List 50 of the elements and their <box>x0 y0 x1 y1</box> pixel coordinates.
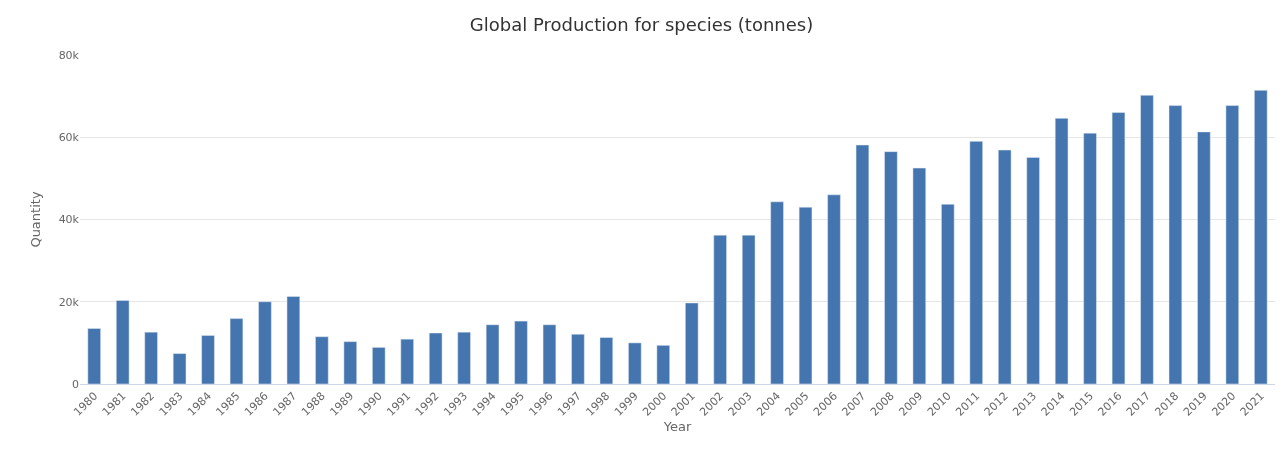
bar <box>1254 90 1268 384</box>
bar <box>286 296 301 384</box>
y-tick-label: 80k <box>58 48 80 62</box>
bar <box>229 318 244 384</box>
bar <box>798 206 813 384</box>
bar <box>656 345 670 384</box>
bar <box>258 301 272 384</box>
bar <box>87 328 101 384</box>
chart-title: Global Production for species (tonnes) <box>469 13 814 35</box>
bar <box>855 144 870 384</box>
y-tick-label: 0 <box>72 377 79 391</box>
bar <box>315 336 329 384</box>
bar <box>941 204 955 384</box>
y-axis-title: Quantity <box>27 191 43 248</box>
bar <box>144 331 158 384</box>
bar <box>201 335 215 384</box>
bar <box>343 341 357 384</box>
bar <box>457 331 471 384</box>
bar <box>912 167 926 384</box>
bar <box>713 234 727 384</box>
bar <box>1168 105 1183 384</box>
bar <box>770 201 784 384</box>
bar <box>514 320 528 384</box>
bar <box>1083 132 1097 384</box>
bar <box>969 141 983 384</box>
bar <box>1140 95 1154 384</box>
bar <box>628 342 642 384</box>
y-tick-label: 60k <box>58 131 80 145</box>
bar <box>400 338 414 384</box>
bar <box>1197 131 1211 384</box>
bar <box>571 333 585 384</box>
bar <box>1225 105 1239 384</box>
x-axis-title: Year <box>662 419 692 435</box>
bar <box>685 302 699 384</box>
bar <box>429 332 443 384</box>
bar <box>599 337 614 384</box>
bar <box>542 324 557 384</box>
y-tick-label: 20k <box>58 295 80 309</box>
bar <box>827 194 841 384</box>
bar <box>1054 118 1069 384</box>
bar <box>884 151 898 384</box>
bar <box>372 347 386 384</box>
bar <box>116 300 130 384</box>
bar <box>172 353 187 384</box>
bar <box>485 324 500 384</box>
bar <box>741 234 756 384</box>
bar <box>998 149 1012 384</box>
bar <box>1026 157 1040 384</box>
bar <box>1111 112 1126 384</box>
y-tick-label: 40k <box>58 213 80 227</box>
